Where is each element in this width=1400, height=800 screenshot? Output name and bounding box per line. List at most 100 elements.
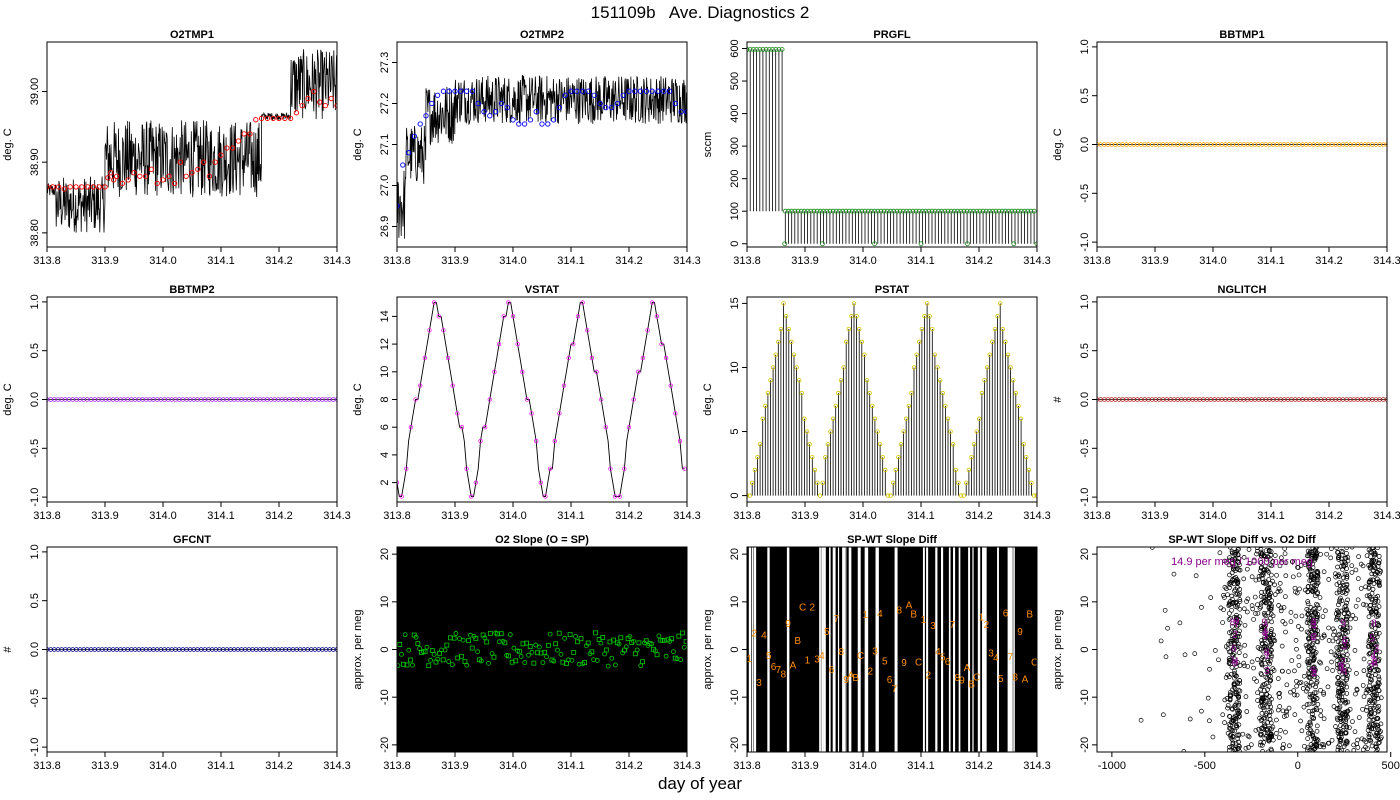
data-point [1294,683,1299,689]
data-glyph: 5 [766,651,772,662]
data-point [996,208,1002,214]
data-point [1258,671,1264,676]
y-axis-label: sccm [702,132,714,158]
data-glyph: B [1026,609,1033,620]
data-point [877,442,883,447]
data-point [776,339,781,345]
data-point [1259,661,1265,667]
data-point [1334,617,1339,623]
data-point [1241,660,1247,666]
data-point [683,639,687,644]
data-point [893,467,898,473]
data-point [1253,727,1259,733]
y-tick-label: 0.5 [1079,88,1091,103]
data-point [1300,686,1306,691]
data-point [1367,697,1373,703]
data-point [1251,665,1256,671]
data-point [797,378,802,383]
data-point [1365,746,1370,752]
data-point [404,466,409,471]
data-point [1224,696,1230,701]
data-glyph: 9 [1017,627,1023,638]
data-point [1334,547,1339,550]
data-point [1369,559,1375,565]
data-point [1332,652,1338,658]
x-tick-label: 313.8 [1083,510,1111,522]
data-point [789,208,795,214]
x-tick-label: 314.0 [499,510,527,522]
data-point [1333,574,1339,580]
x-tick-label: 313.8 [733,255,761,267]
data-point [575,314,581,319]
data-point [1352,729,1358,735]
data-point [1229,549,1235,554]
data-point [1289,658,1295,663]
data-point [510,117,516,123]
data-glyph: C [973,673,980,684]
data-point [804,429,810,434]
data-point [463,88,470,94]
data-point [984,365,990,370]
data-glyph: 5 [882,657,888,668]
data-point [609,655,615,661]
data-point [1006,208,1011,214]
panel-title: SP-WT Slope Diff vs. O2 Diff [1168,534,1316,546]
data-point [1031,208,1037,214]
data-point [247,131,253,137]
data-point [552,438,557,444]
data-point [73,184,79,190]
data-point [1193,573,1199,579]
data-point [1265,735,1271,740]
noise-gap [972,547,974,752]
data-point [817,208,823,214]
data-point [1345,555,1351,560]
data-point [1267,699,1272,704]
data-point [1257,715,1262,721]
data-point [1024,454,1029,460]
data-point [1262,635,1267,641]
data-point [1233,661,1239,666]
data-point [1314,551,1319,557]
data-point [1237,744,1242,749]
data-point [1311,583,1317,588]
data-point [807,442,812,447]
y-tick-label: 400 [729,104,741,122]
data-point [794,365,799,370]
data-point [1276,603,1281,608]
data-point [1344,566,1349,571]
data-point [1283,560,1289,566]
data-point [1344,582,1350,588]
data-point [1305,601,1311,607]
data-point [937,378,943,383]
y-tick-label: -10 [1079,689,1091,705]
data-point [891,208,897,214]
data-point [1337,715,1343,721]
data-point [838,378,844,383]
y-tick-label: 14 [379,310,391,322]
data-point [444,642,450,648]
y-tick-label: -0.5 [29,439,41,458]
data-point [1247,561,1253,566]
data-point [993,208,999,214]
data-point [1337,599,1342,605]
y-tick-label: 0.0 [29,392,41,407]
data-point [1268,704,1274,710]
data-point [1233,563,1239,569]
data-point [1321,691,1326,697]
data-point [945,416,951,421]
data-point [1310,733,1316,739]
data-point [1255,657,1260,662]
data-point [1267,661,1272,667]
data-point [1318,551,1323,557]
data-point [1343,719,1349,724]
data-glyph: 7 [1263,630,1269,641]
data-point [1259,695,1265,700]
data-point [529,411,534,416]
data-point [334,647,337,652]
spike-lines [751,303,1032,496]
data-point [1344,677,1349,683]
data-point [487,113,493,119]
data-point [1031,493,1037,498]
data-point [515,341,520,347]
